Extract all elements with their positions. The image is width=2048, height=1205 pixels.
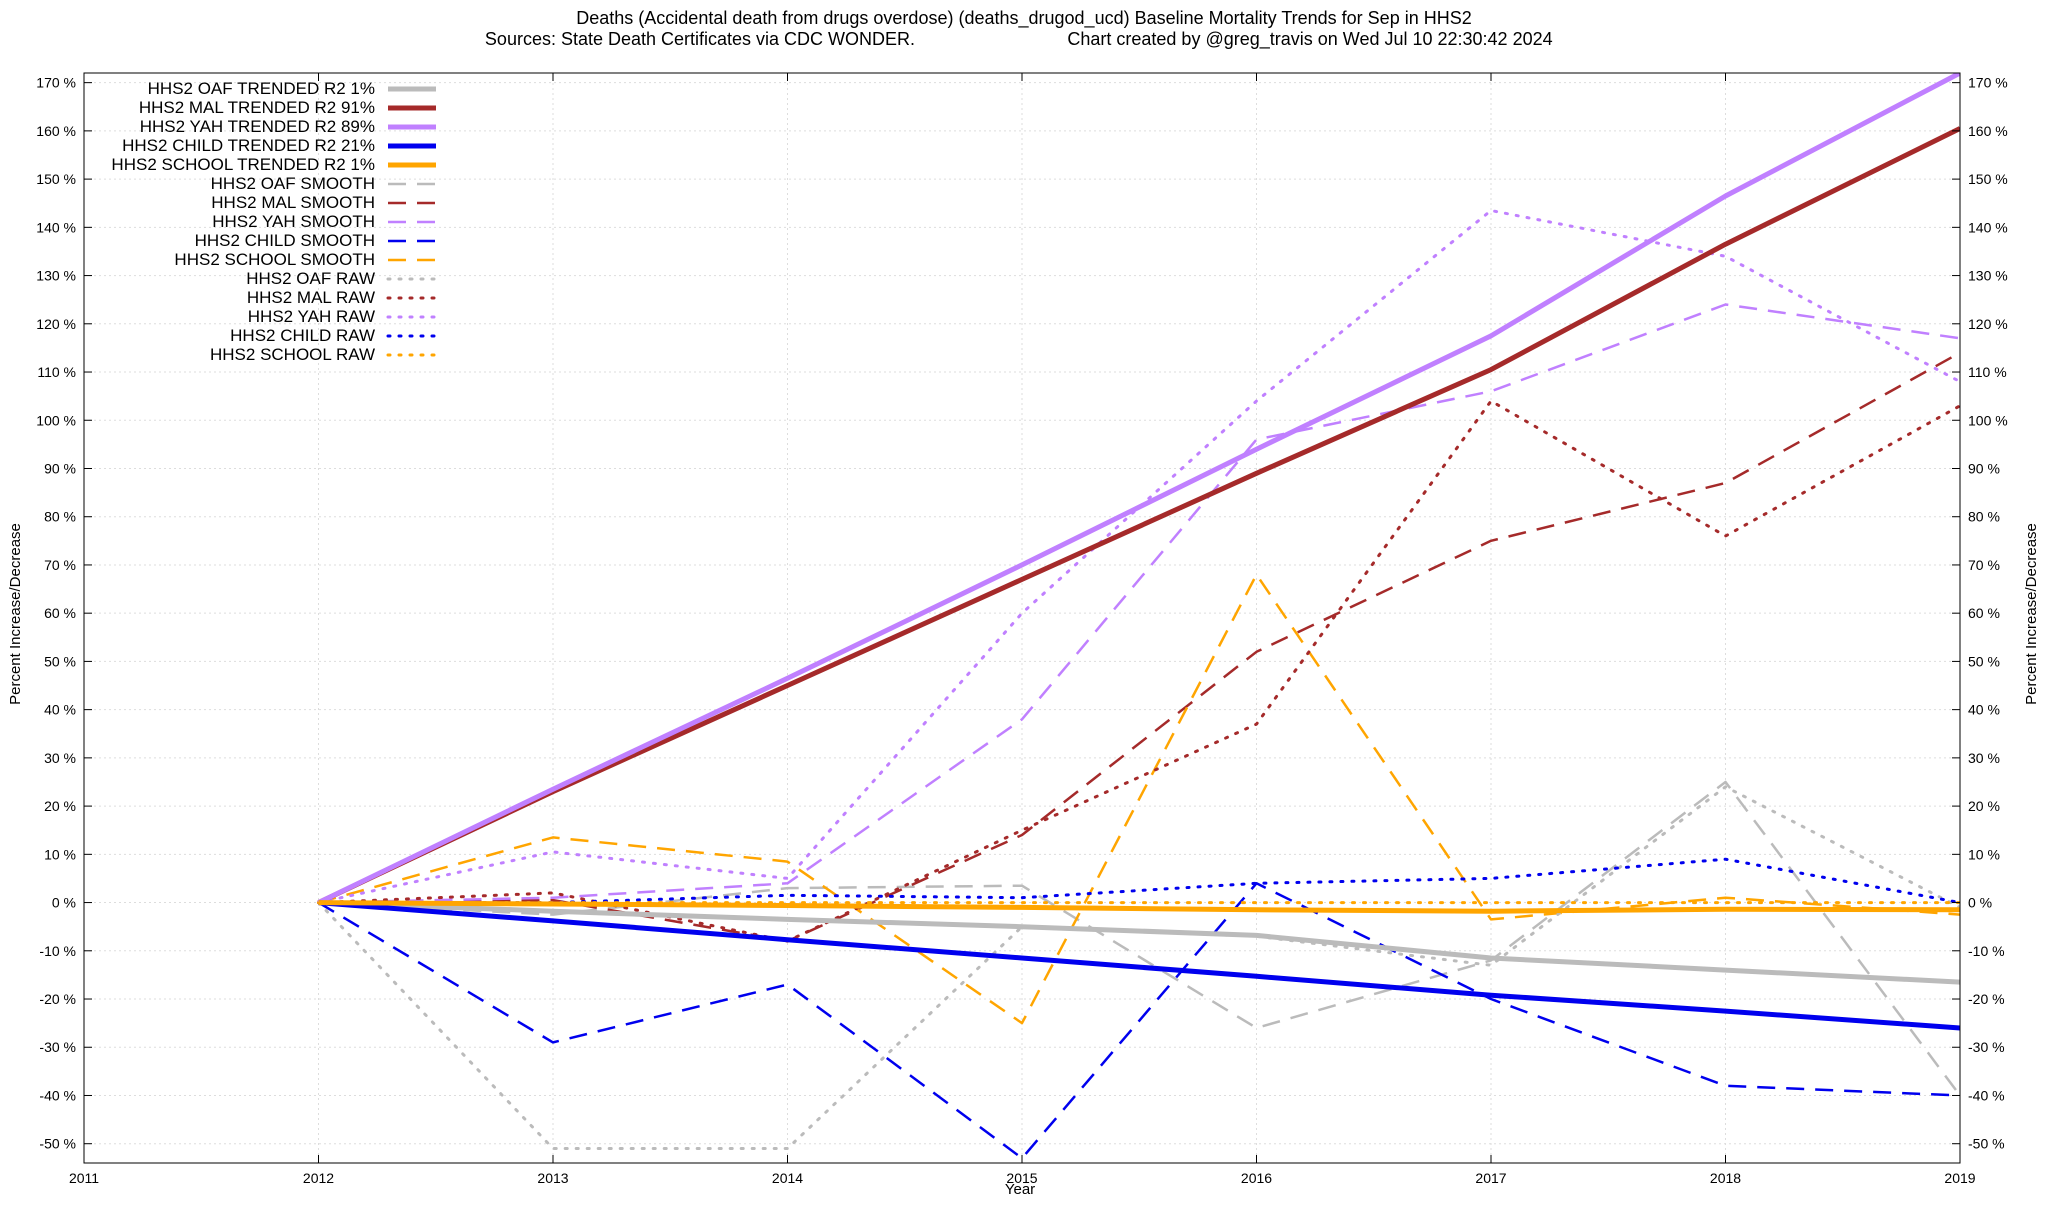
y-tick-label-left: 140 % xyxy=(36,219,76,235)
legend: HHS2 OAF TRENDED R2 1%HHS2 MAL TRENDED R… xyxy=(111,79,438,364)
x-tick-label: 2014 xyxy=(772,1170,803,1186)
x-tick-label: 2018 xyxy=(1710,1170,1741,1186)
legend-label: HHS2 MAL SMOOTH xyxy=(211,193,375,212)
y-tick-label-right: 20 % xyxy=(1968,798,2000,814)
series-layer xyxy=(317,73,1960,1160)
series-line-hhs2-yah-trended-r2-89 xyxy=(317,73,1960,905)
y-tick-label-left: -10 % xyxy=(39,943,76,959)
series-line-hhs2-mal-smooth xyxy=(318,351,1960,943)
series-line-hhs2-child-trended-r2-21 xyxy=(318,900,1960,1031)
y-tick-label-right: 90 % xyxy=(1968,460,2000,476)
y-tick-label-right: -30 % xyxy=(1968,1039,2005,1055)
legend-label: HHS2 CHILD SMOOTH xyxy=(195,231,375,250)
y-tick-label-left: 0 % xyxy=(52,895,76,911)
y-tick-label-left: 160 % xyxy=(36,123,76,139)
x-tick-label: 2017 xyxy=(1475,1170,1506,1186)
legend-label: HHS2 MAL RAW xyxy=(247,288,375,307)
series-line-hhs2-child-raw xyxy=(317,857,1960,905)
x-tick-label: 2016 xyxy=(1241,1170,1272,1186)
chart-subtitle-right: Chart created by @greg_travis on Wed Jul… xyxy=(1067,29,1552,50)
y-tick-label-left: 80 % xyxy=(44,509,76,525)
y-tick-label-right: -10 % xyxy=(1968,943,2005,959)
series-line-hhs2-mal-trended-r2-91 xyxy=(317,126,1960,905)
y-tick-label-left: -20 % xyxy=(39,991,76,1007)
series-line-hhs2-school-trended-r2-1 xyxy=(318,900,1960,914)
y-axis-label-left: Percent Increase/Decrease xyxy=(7,523,24,705)
x-tick-label: 2013 xyxy=(537,1170,568,1186)
axes: 170 % 170 % 160 % 160 % 150 % 150 % 140 % 140 %… xyxy=(36,73,2008,1186)
y-tick-label-right: 100 % xyxy=(1968,412,2008,428)
y-tick-label-right: 130 % xyxy=(1968,268,2008,284)
x-tick-label: 2019 xyxy=(1944,1170,1975,1186)
x-tick-label: 2012 xyxy=(303,1170,334,1186)
legend-label: HHS2 CHILD TRENDED R2 21% xyxy=(122,136,375,155)
y-tick-label-right: 50 % xyxy=(1968,653,2000,669)
y-tick-label-left: 20 % xyxy=(44,798,76,814)
x-axis-label: Year xyxy=(1005,1181,1035,1198)
series-line-hhs2-school-smooth xyxy=(318,573,1960,1025)
y-tick-label-left: -50 % xyxy=(39,1136,76,1152)
y-tick-label-right: 170 % xyxy=(1968,75,2008,91)
y-tick-label-left: -30 % xyxy=(39,1039,76,1055)
y-tick-label-right: -40 % xyxy=(1968,1087,2005,1103)
y-tick-label-left: 100 % xyxy=(36,412,76,428)
y-tick-label-left: 60 % xyxy=(44,605,76,621)
legend-label: HHS2 SCHOOL TRENDED R2 1% xyxy=(111,155,375,174)
legend-label: HHS2 YAH RAW xyxy=(248,307,375,326)
y-tick-label-right: -50 % xyxy=(1968,1136,2005,1152)
y-tick-label-left: -40 % xyxy=(39,1087,76,1103)
chart-title: Deaths (Accidental death from drugs over… xyxy=(576,8,1471,29)
legend-label: HHS2 CHILD RAW xyxy=(230,326,375,345)
y-tick-label-right: 80 % xyxy=(1968,509,2000,525)
y-tick-label-right: -20 % xyxy=(1968,991,2005,1007)
chart-subtitle-left: Sources: State Death Certificates via CD… xyxy=(485,29,915,49)
y-tick-label-left: 170 % xyxy=(36,75,76,91)
y-tick-label-right: 150 % xyxy=(1968,171,2008,187)
y-tick-label-left: 30 % xyxy=(44,750,76,766)
y-tick-label-left: 150 % xyxy=(36,171,76,187)
legend-label: HHS2 YAH TRENDED R2 89% xyxy=(140,117,375,136)
legend-label: HHS2 OAF SMOOTH xyxy=(211,174,375,193)
y-tick-label-right: 160 % xyxy=(1968,123,2008,139)
y-tick-label-right: 30 % xyxy=(1968,750,2000,766)
y-tick-label-left: 90 % xyxy=(44,460,76,476)
y-tick-label-left: 40 % xyxy=(44,702,76,718)
x-tick-label: 2015 xyxy=(1006,1170,1037,1186)
y-tick-label-right: 40 % xyxy=(1968,702,2000,718)
y-tick-label-left: 10 % xyxy=(44,846,76,862)
legend-label: HHS2 OAF TRENDED R2 1% xyxy=(148,79,375,98)
series-line-hhs2-oaf-trended-r2-1 xyxy=(318,900,1960,985)
y-tick-label-right: 140 % xyxy=(1968,219,2008,235)
y-tick-label-left: 70 % xyxy=(44,557,76,573)
y-tick-label-right: 70 % xyxy=(1968,557,2000,573)
y-tick-label-right: 120 % xyxy=(1968,316,2008,332)
y-tick-label-left: 50 % xyxy=(44,653,76,669)
y-tick-label-left: 110 % xyxy=(37,364,76,380)
y-tick-label-right: 0 % xyxy=(1968,895,1992,911)
legend-label: HHS2 OAF RAW xyxy=(246,269,375,288)
x-tick-label: 2011 xyxy=(69,1170,99,1186)
y-tick-label-right: 60 % xyxy=(1968,605,2000,621)
y-tick-label-left: 130 % xyxy=(36,268,76,284)
series-line-hhs2-oaf-smooth xyxy=(318,780,1960,1097)
legend-label: HHS2 YAH SMOOTH xyxy=(212,212,375,231)
series-line-hhs2-child-smooth xyxy=(317,882,1960,1160)
series-line-hhs2-yah-smooth xyxy=(318,303,1960,904)
legend-label: HHS2 MAL TRENDED R2 91% xyxy=(139,98,375,117)
y-tick-label-right: 10 % xyxy=(1968,846,2000,862)
legend-label: HHS2 SCHOOL SMOOTH xyxy=(174,250,375,269)
y-axis-label-right: Percent Increase/Decrease xyxy=(2023,523,2040,705)
legend-label: HHS2 SCHOOL RAW xyxy=(210,345,375,364)
y-tick-label-left: 120 % xyxy=(36,316,76,332)
y-tick-label-right: 110 % xyxy=(1968,364,2007,380)
